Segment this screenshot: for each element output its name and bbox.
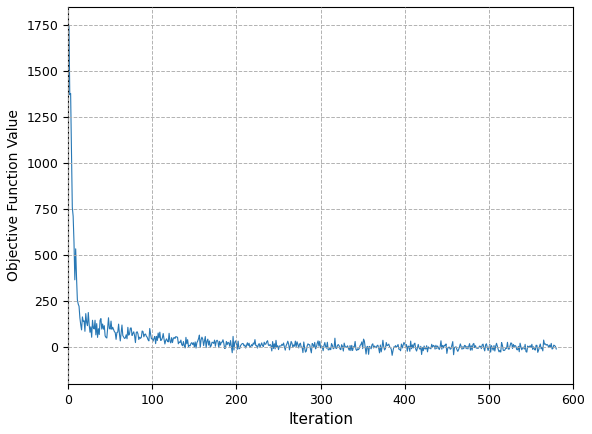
Y-axis label: Objective Function Value: Objective Function Value xyxy=(7,109,21,281)
X-axis label: Iteration: Iteration xyxy=(288,412,353,427)
